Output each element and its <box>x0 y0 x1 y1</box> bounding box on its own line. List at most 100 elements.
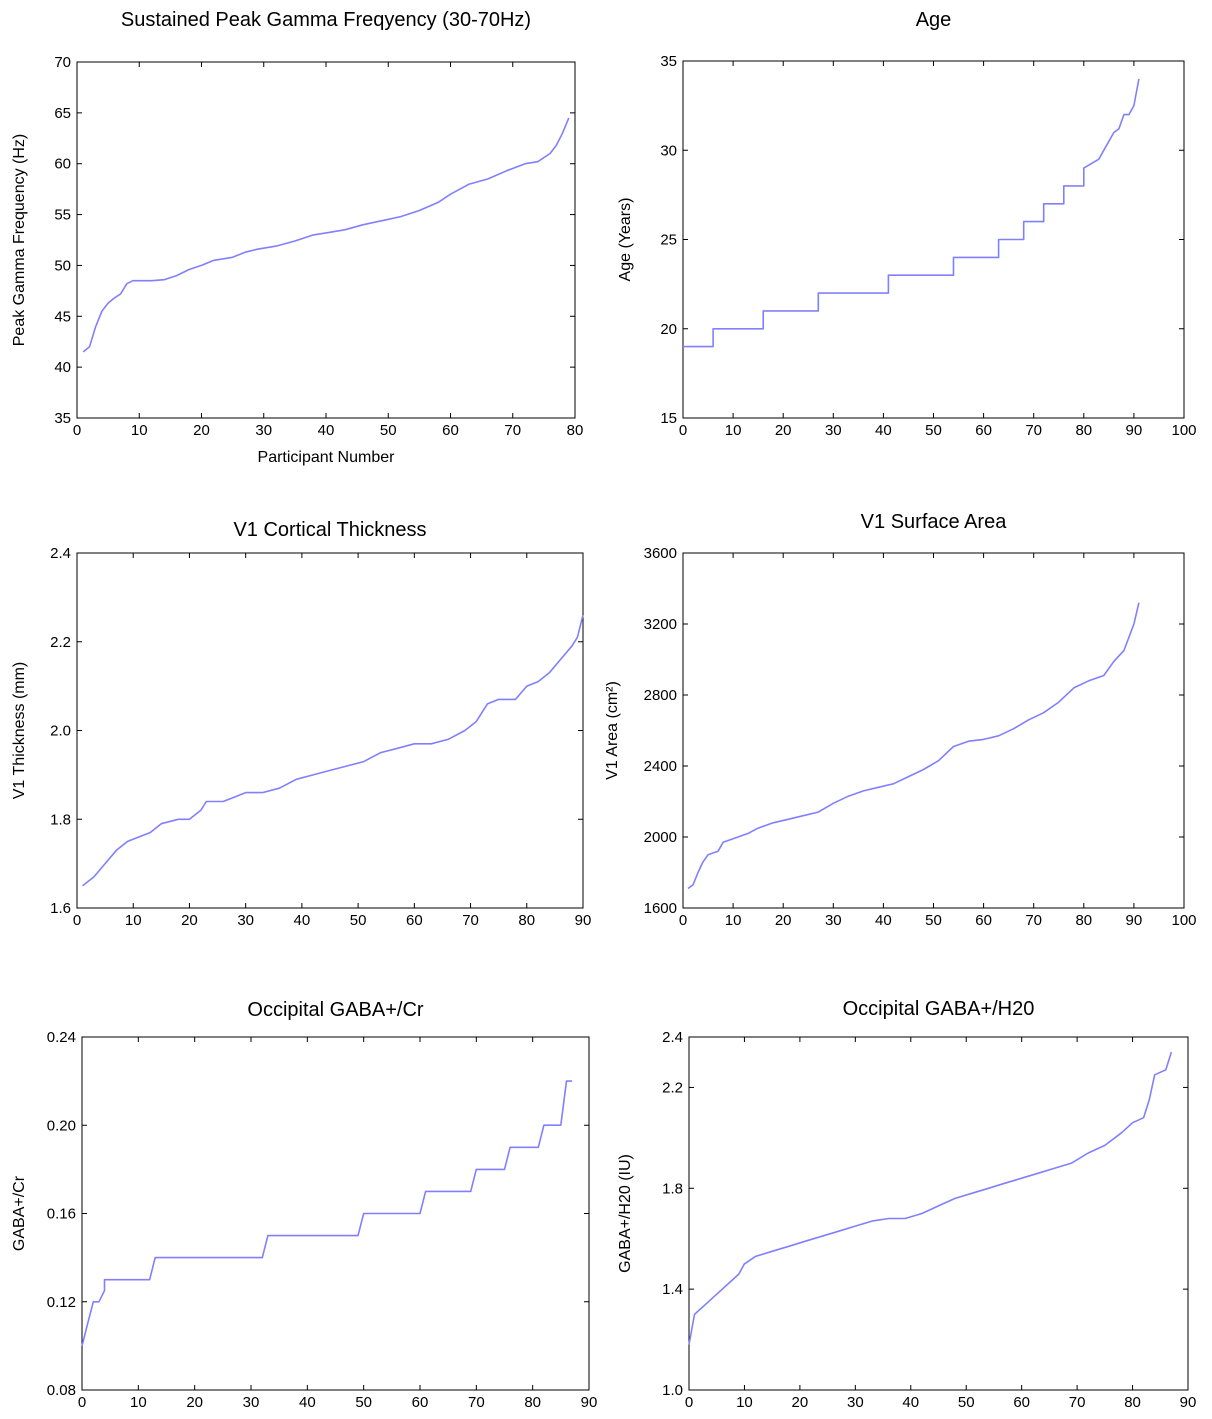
x-tick-label: 30 <box>255 422 272 439</box>
x-tick-label: 90 <box>575 912 592 929</box>
cortical-thickness-panel: V1 Cortical Thickness 0 10 20 30 40 50 60 70 80 90… <box>0 490 606 950</box>
x-tick-label: 70 <box>1069 1394 1086 1411</box>
x-tick-label: 90 <box>1180 1394 1197 1411</box>
y-tick-label: 1.8 <box>50 811 71 828</box>
chart-title: V1 Surface Area <box>861 511 1008 533</box>
age-chart: Age 0 10 20 30 40 50 60 70 80 90 100 15 20 25 30 35 Age (… <box>617 9 1197 439</box>
y-tick-label: 1.0 <box>662 1382 683 1399</box>
y-tick-label: 65 <box>54 105 71 122</box>
y-tick-label: 1.4 <box>662 1281 683 1298</box>
y-tick-label: 2.0 <box>50 723 71 740</box>
plot-area-frame <box>81 1036 590 1391</box>
x-tick-label: 70 <box>504 422 521 439</box>
x-tick-label: 80 <box>1075 422 1092 439</box>
y-tick-label: 50 <box>54 257 71 274</box>
y-tick-label: 3200 <box>644 616 677 633</box>
x-tick-label: 80 <box>1124 1394 1141 1411</box>
x-tick-label: 0 <box>73 912 81 929</box>
x-tick-label: 20 <box>181 912 198 929</box>
y-tick-label: 35 <box>54 410 71 427</box>
x-tick-label: 90 <box>1126 912 1143 929</box>
plot-area-frame <box>682 552 1185 909</box>
x-tick-label: 50 <box>350 912 367 929</box>
chart-title: Age <box>916 9 952 31</box>
x-tick-label: 60 <box>975 912 992 929</box>
gamma-frequency-panel: Sustained Peak Gamma Freqyency (30-70Hz)… <box>0 0 606 480</box>
chart-title: Sustained Peak Gamma Freqyency (30-70Hz) <box>121 9 531 31</box>
x-tick-label: 40 <box>294 912 311 929</box>
cortical-thickness-chart: V1 Cortical Thickness 0 10 20 30 40 50 60 70 80 90… <box>11 519 592 929</box>
x-tick-label: 0 <box>685 1394 693 1411</box>
y-tick-label: 70 <box>54 54 71 71</box>
y-axis-label: GABA+/Cr <box>11 1175 28 1251</box>
x-tick-label: 40 <box>875 422 892 439</box>
gaba-cr-chart: Occipital GABA+/Cr 0 10 20 30 40 50 60 70 80 90 0.0… <box>11 999 598 1411</box>
x-tick-label: 60 <box>975 422 992 439</box>
y-tick-label: 40 <box>54 359 71 376</box>
x-tick-label: 20 <box>193 422 210 439</box>
x-tick-label: 20 <box>186 1394 203 1411</box>
chart-title: Occipital GABA+/H20 <box>843 998 1035 1020</box>
x-tick-label: 30 <box>825 912 842 929</box>
gaba-cr-panel: Occipital GABA+/Cr 0 10 20 30 40 50 60 70 80 90 0.0… <box>0 980 606 1414</box>
y-tick-label: 15 <box>660 410 677 427</box>
x-tick-label: 80 <box>1075 912 1092 929</box>
y-axis-label: V1 Area (cm²) <box>606 681 621 780</box>
x-tick-label: 40 <box>902 1394 919 1411</box>
y-tick-label: 2800 <box>644 687 677 704</box>
gaba-h2o-chart: Occipital GABA+/H20 0 10 20 30 40 50 60 70 80 90 1.… <box>617 998 1197 1411</box>
x-tick-label: 80 <box>524 1394 541 1411</box>
x-tick-label: 50 <box>380 422 397 439</box>
x-tick-label: 70 <box>1025 422 1042 439</box>
series-line <box>687 602 1140 890</box>
x-tick-label: 100 <box>1171 912 1196 929</box>
series-line <box>683 78 1140 348</box>
y-tick-label: 1.6 <box>50 900 71 917</box>
y-tick-label: 2400 <box>644 758 677 775</box>
y-axis-label: V1 Thickness (mm) <box>11 662 28 800</box>
x-tick-label: 60 <box>406 912 423 929</box>
x-tick-label: 70 <box>468 1394 485 1411</box>
x-tick-label: 30 <box>237 912 254 929</box>
plot-area-frame <box>76 552 584 909</box>
surface-area-panel: V1 Surface Area 0 10 20 30 40 50 60 70 80 90 100 160… <box>604 490 1212 950</box>
chart-title: Occipital GABA+/Cr <box>247 999 424 1021</box>
y-tick-label: 3600 <box>644 545 677 562</box>
x-tick-label: 20 <box>775 912 792 929</box>
chart-title: V1 Cortical Thickness <box>233 519 426 541</box>
y-tick-label: 0.24 <box>47 1029 76 1046</box>
y-axis-label: GABA+/H20 (IU) <box>617 1154 634 1273</box>
x-tick-label: 90 <box>1126 422 1143 439</box>
y-tick-label: 55 <box>54 207 71 224</box>
x-tick-label: 60 <box>442 422 459 439</box>
x-tick-label: 10 <box>736 1394 753 1411</box>
x-tick-label: 80 <box>567 422 584 439</box>
x-tick-label: 30 <box>847 1394 864 1411</box>
y-tick-label: 2.2 <box>662 1079 683 1096</box>
x-tick-label: 10 <box>130 1394 147 1411</box>
y-tick-label: 0.20 <box>47 1117 76 1134</box>
x-tick-label: 90 <box>581 1394 598 1411</box>
x-tick-label: 40 <box>875 912 892 929</box>
x-tick-label: 0 <box>679 422 687 439</box>
plot-area-frame <box>688 1036 1189 1391</box>
y-tick-label: 1.8 <box>662 1180 683 1197</box>
y-tick-label: 2000 <box>644 829 677 846</box>
x-tick-label: 30 <box>243 1394 260 1411</box>
x-tick-label: 0 <box>679 912 687 929</box>
y-tick-label: 0.08 <box>47 1382 76 1399</box>
x-tick-label: 10 <box>125 912 142 929</box>
y-tick-label: 30 <box>660 142 677 159</box>
y-tick-label: 2.4 <box>50 545 71 562</box>
x-tick-label: 0 <box>78 1394 86 1411</box>
y-tick-label: 0.16 <box>47 1206 76 1223</box>
y-tick-label: 20 <box>660 321 677 338</box>
series-line <box>82 614 584 887</box>
x-tick-label: 50 <box>355 1394 372 1411</box>
x-tick-label: 60 <box>1013 1394 1030 1411</box>
x-tick-label: 60 <box>412 1394 429 1411</box>
y-tick-label: 1600 <box>644 900 677 917</box>
series-line <box>82 117 570 353</box>
y-tick-label: 25 <box>660 232 677 249</box>
gaba-h2o-panel: Occipital GABA+/H20 0 10 20 30 40 50 60 70 80 90 1.… <box>606 980 1212 1414</box>
